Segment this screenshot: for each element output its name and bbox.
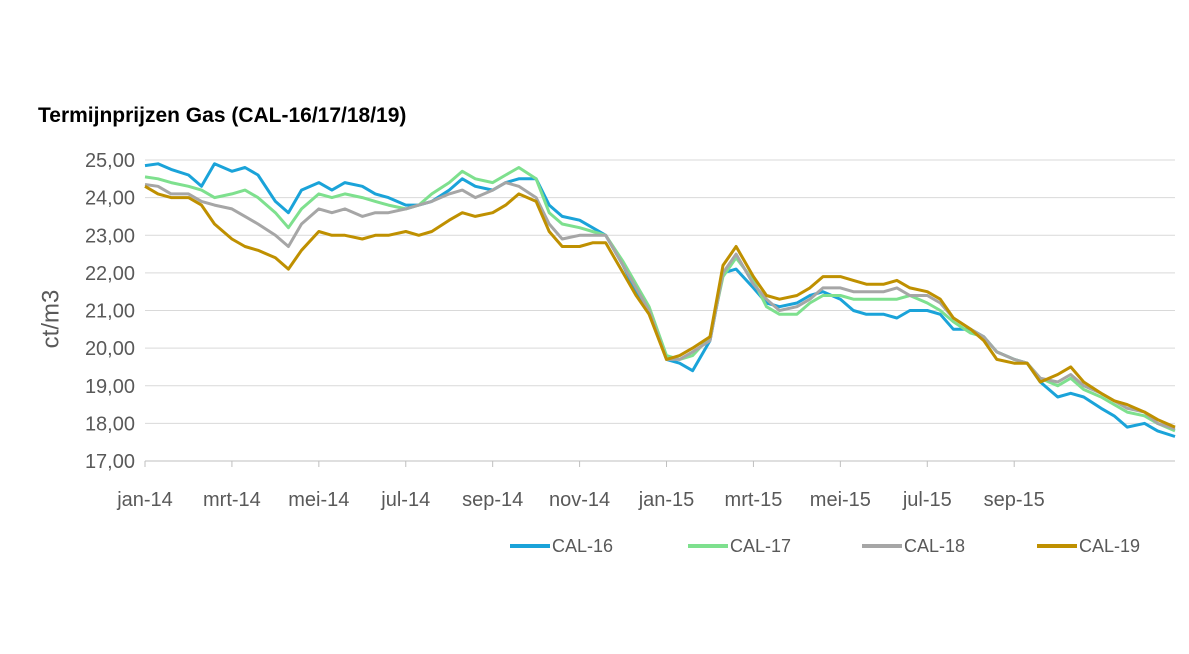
series-line-cal-16 [144,162,1176,438]
x-tick-label: nov-14 [549,489,610,511]
x-tick-label: mei-14 [288,489,349,511]
chart-title: Termijnprijzen Gas (CAL-16/17/18/19) [38,104,407,127]
x-tick-label: sep-14 [462,489,523,511]
series-line-cal-17 [144,166,1176,433]
gridlines [145,159,1175,462]
y-axis-ticks: 25,00 24,00 23,00 22,00 21,00 20,00 19,00 18,00… [85,150,135,473]
legend-label: CAL-16 [552,536,613,556]
series-line-cal-19 [144,185,1176,429]
y-tick-label: 25,00 [85,150,135,172]
y-tick-label: 17,00 [85,451,135,473]
x-tick-label: jul-15 [902,489,952,511]
x-tick-label: mei-15 [810,489,871,511]
x-tick-label: sep-15 [984,489,1045,511]
legend-label: CAL-17 [730,536,791,556]
y-tick-label: 20,00 [85,338,135,360]
y-tick-label: 19,00 [85,376,135,398]
x-tick-label: jan-14 [116,489,173,511]
x-tick-label: jul-14 [380,489,430,511]
x-tick-label: mrt-15 [725,489,783,511]
y-tick-label: 21,00 [85,301,135,323]
x-tick-label: jan-15 [638,489,695,511]
legend: CAL-16 CAL-17 CAL-18 CAL-19 [510,536,1140,556]
y-tick-label: 23,00 [85,225,135,247]
x-axis: jan-14 mrt-14 mei-14 jul-14 sep-14 nov-14 jan-… [116,461,1045,511]
y-tick-label: 22,00 [85,263,135,285]
series-lines [144,162,1176,438]
legend-label: CAL-18 [904,536,965,556]
y-tick-label: 24,00 [85,188,135,210]
x-tick-label: mrt-14 [203,489,261,511]
series-line-cal-18 [144,181,1176,431]
y-tick-label: 18,00 [85,413,135,435]
legend-label: CAL-19 [1079,536,1140,556]
